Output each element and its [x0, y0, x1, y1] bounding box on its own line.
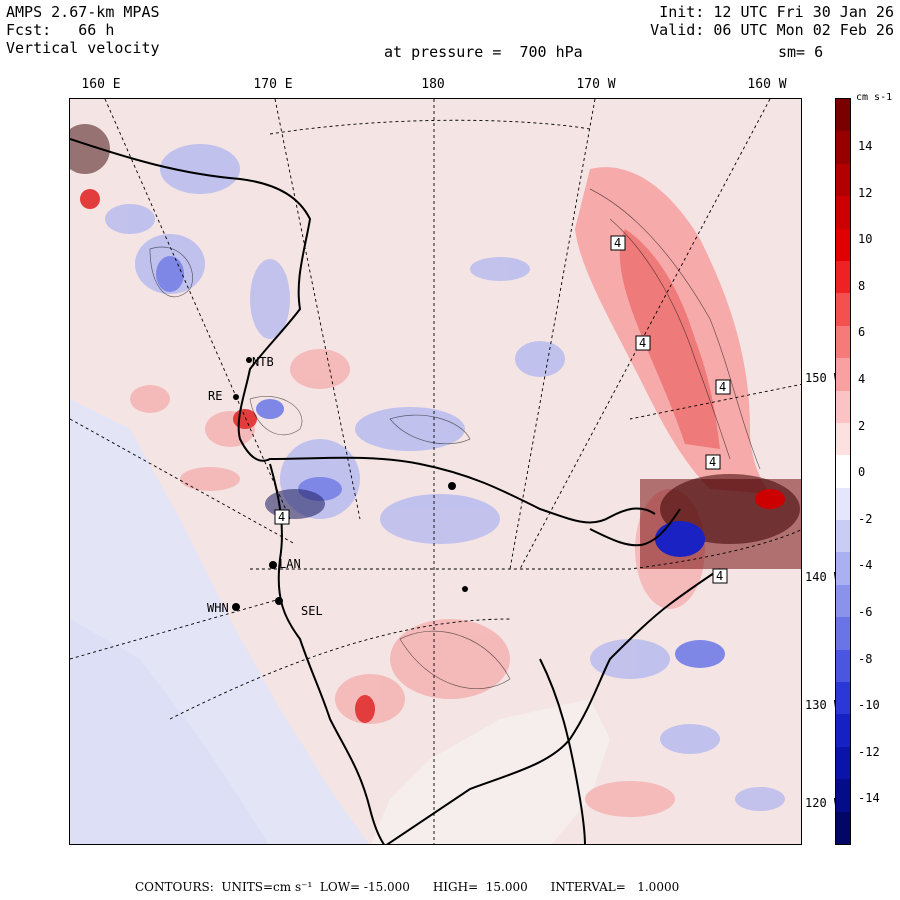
colorbar-tick-label: -14	[858, 791, 880, 806]
header-left: AMPS 2.67-km MPAS Fcst: 66 h Vertical velo…	[6, 3, 160, 57]
blue-cores	[156, 256, 725, 668]
lon-label-180: 180	[421, 77, 445, 92]
contour-label-boxes	[274, 235, 731, 584]
lon-label-170e: 170 E	[253, 77, 293, 92]
station-whn: WHN	[207, 601, 229, 615]
colorbar-swatch	[836, 131, 850, 165]
init-time: Init: 12 UTC Fri 30 Jan 26	[659, 3, 894, 21]
colorbar	[835, 98, 851, 845]
forecast-hour: Fcst: 66 h	[6, 21, 115, 39]
valid-time: Valid: 06 UTC Mon 02 Feb 26	[650, 21, 894, 39]
pressure-level: at pressure = 700 hPa	[384, 43, 583, 61]
contour-label-5: 4	[278, 510, 286, 524]
contour-footer: CONTOURS: UNITS=cm s⁻¹ LOW= -15.000 HIGH…	[135, 880, 680, 894]
lat-label-130w: 130 W	[805, 698, 842, 712]
warm-plume-core	[619, 229, 720, 449]
colorbar-tick-label: 12	[858, 185, 873, 200]
colorbar-tick-label: -6	[858, 605, 873, 619]
station-ntb: NTB	[252, 355, 274, 369]
contour-label-2: 4	[639, 336, 647, 350]
colorbar-swatch	[836, 584, 850, 618]
field-name: Vertical velocity	[6, 39, 160, 57]
station-re: RE	[208, 389, 223, 403]
colorbar-swatch	[836, 422, 850, 456]
colorbar-swatch	[836, 682, 850, 715]
lon-label-160w: 160 W	[747, 77, 787, 92]
colorbar-swatch	[836, 552, 850, 586]
colorbar-tick-label: -4	[858, 558, 873, 573]
intense-convection	[70, 124, 801, 569]
colorbar-swatch	[836, 390, 850, 424]
colorbar-swatch	[836, 99, 850, 132]
colorbar-unit: cm s-1	[856, 92, 893, 103]
vertical-velocity-map	[70, 99, 801, 844]
station-dots	[232, 357, 468, 611]
contour-lines	[149, 188, 761, 689]
colorbar-swatch	[836, 325, 850, 359]
colorbar-tick-label: 6	[858, 325, 866, 340]
colorbar-swatch	[836, 649, 850, 683]
graticule	[70, 99, 801, 844]
colorbar-swatch	[836, 228, 850, 262]
contour-label-3: 4	[719, 380, 727, 394]
colorbar-tick-label: 8	[858, 278, 866, 293]
lat-label-150w: 150 W	[805, 371, 842, 385]
lat-label-120w: 120 W	[805, 796, 842, 810]
colorbar-swatch	[836, 358, 850, 392]
colorbar-tick-label: 4	[858, 372, 866, 386]
colorbar-swatch	[836, 293, 850, 327]
colorbar-swatch	[836, 196, 850, 230]
colorbar-swatch	[836, 163, 850, 197]
colorbar-tick-label: -12	[858, 744, 880, 759]
ocean-low-field-2	[70, 619, 269, 844]
ice-shelf	[370, 699, 610, 844]
colorbar-tick-label: -10	[858, 698, 880, 713]
coastline	[70, 138, 721, 844]
lon-label-160e: 160 E	[81, 77, 121, 92]
smoothing-label: sm= 6	[778, 43, 824, 61]
station-lan: LAN	[279, 557, 301, 571]
colorbar-tick-label: 14	[858, 139, 873, 153]
contour-label-4: 4	[709, 455, 717, 469]
lat-label-140w: 140 W	[805, 570, 842, 584]
colorbar-swatch	[836, 487, 850, 521]
contour-label-1: 4	[614, 236, 622, 250]
contour-label-6: 4	[716, 569, 724, 583]
colorbar-tick-label: -2	[858, 511, 873, 526]
header-right: Init: 12 UTC Fri 30 Jan 26 Valid: 06 UTC …	[650, 3, 894, 39]
colorbar-swatch	[836, 260, 850, 294]
colorbar-tick-label: 10	[858, 232, 873, 247]
model-title: AMPS 2.67-km MPAS	[6, 3, 160, 21]
colorbar-swatch	[836, 811, 850, 845]
colorbar-swatch	[836, 746, 850, 780]
colorbar-swatch	[836, 714, 850, 748]
colorbar-swatch	[836, 455, 850, 489]
station-sel: SEL	[301, 604, 323, 618]
colorbar-swatch	[836, 520, 850, 553]
colorbar-tick-label: 2	[858, 418, 866, 433]
colorbar-tick-label: -8	[858, 651, 873, 666]
colorbar-swatch	[836, 779, 850, 813]
colorbar-tick-label: 0	[858, 465, 866, 480]
colorbar-swatch	[836, 617, 850, 651]
lon-label-170w: 170 W	[576, 77, 616, 92]
map-panel[interactable]: NTB RE LAN WHN SEL 4 4 4 4 4 4	[69, 98, 802, 845]
